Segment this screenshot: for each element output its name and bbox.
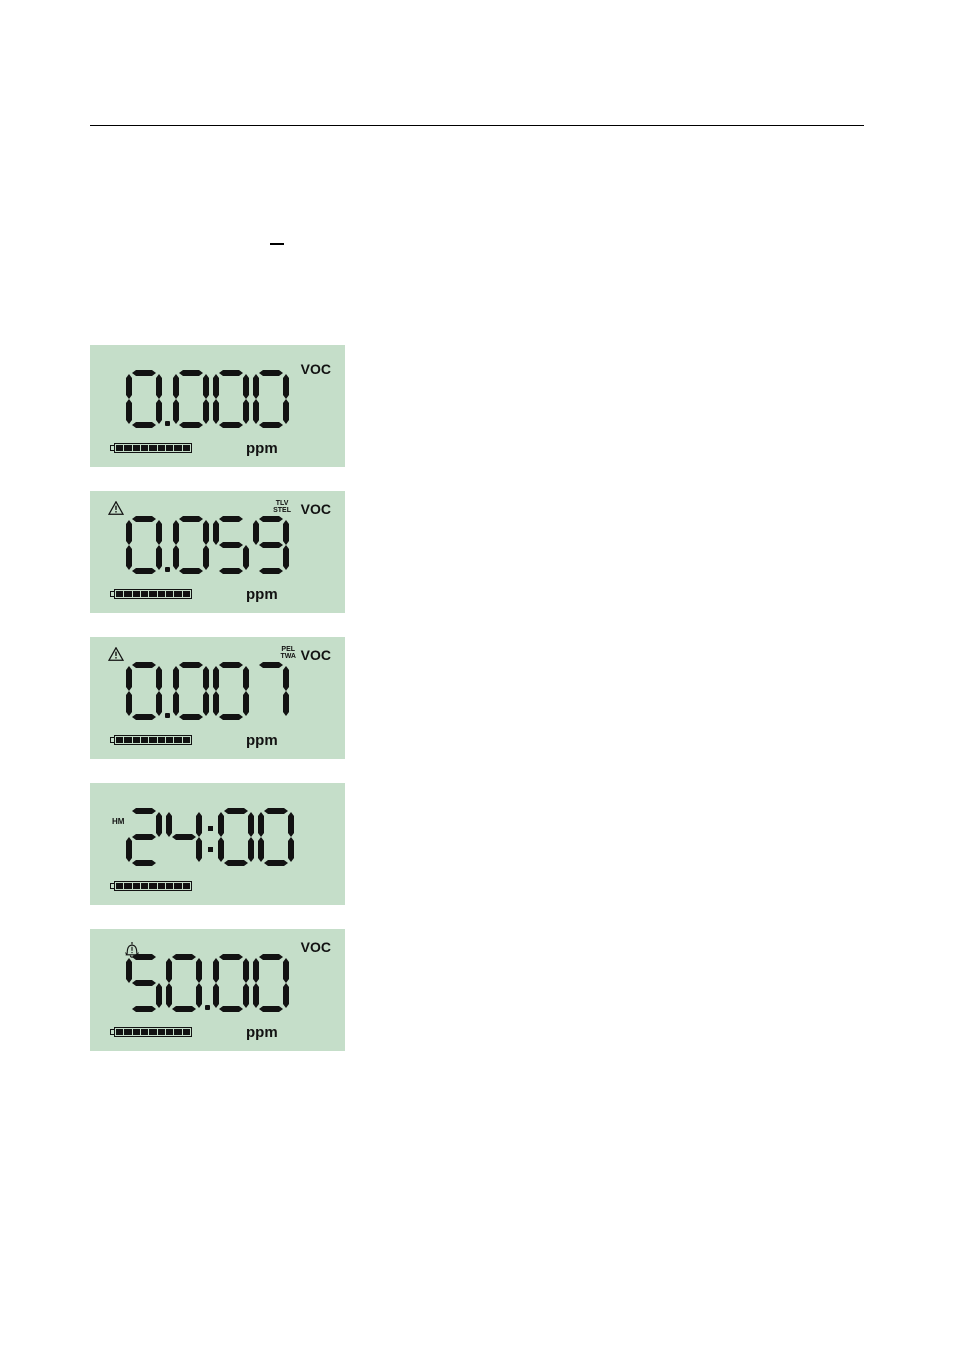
digit-0 [213,370,249,428]
digit-2 [126,808,162,866]
voc-label: VOC [301,361,331,377]
lcd-screen: VOC ppm TLVSTEL [90,491,345,613]
voc-label: VOC [301,501,331,517]
digit-row [124,662,291,720]
decimal-point [165,421,170,426]
pel-line2: TWA [280,653,296,660]
digit-0 [213,954,249,1012]
battery-indicator [110,443,192,453]
dash-mark [270,243,284,245]
digit-0 [173,516,209,574]
decimal-point [165,713,170,718]
battery-indicator [110,881,192,891]
pel-line1: PEL [280,646,296,653]
colon [206,808,214,866]
digit-0 [173,370,209,428]
digit-4 [166,808,202,866]
digit-0 [126,370,162,428]
digit-7 [253,662,289,720]
document-page: VOC ppm VOC ppm TLVSTEL VOC ppm PELTWA HM VOC ppm [0,0,954,1350]
ppm-label: ppm [246,440,278,457]
horizontal-rule [90,125,864,126]
warning-triangle-icon [108,501,124,515]
digit-row [124,954,291,1012]
lcd-screen: VOC ppm [90,345,345,467]
ppm-label: ppm [246,1024,278,1041]
hm-label: HM [112,817,124,826]
pel-twa-label: PELTWA [280,646,296,660]
digit-0 [173,662,209,720]
warning-triangle-icon [108,647,124,661]
lcd-screen-list: VOC ppm VOC ppm TLVSTEL VOC ppm PELTWA HM VOC ppm [90,345,345,1075]
digit-row [124,808,296,866]
digit-row [124,370,291,428]
tlv-stel-label: TLVSTEL [273,500,291,514]
lcd-screen: VOC ppm PELTWA [90,637,345,759]
battery-indicator [110,589,192,599]
tlv-line1: TLV [273,500,291,507]
battery-indicator [110,735,192,745]
digit-0 [166,954,202,1012]
decimal-point [165,567,170,572]
digit-0 [126,662,162,720]
ppm-label: ppm [246,732,278,749]
digit-0 [213,662,249,720]
voc-label: VOC [301,647,331,663]
decimal-point [205,1005,210,1010]
digit-0 [253,954,289,1012]
ppm-label: ppm [246,586,278,603]
digit-9 [253,516,289,574]
digit-0 [126,516,162,574]
lcd-screen: HM [90,783,345,905]
digit-0 [258,808,294,866]
digit-0 [253,370,289,428]
tlv-line2: STEL [273,507,291,514]
battery-indicator [110,1027,192,1037]
voc-label: VOC [301,939,331,955]
digit-0 [218,808,254,866]
digit-5 [126,954,162,1012]
digit-5 [213,516,249,574]
lcd-screen: VOC ppm [90,929,345,1051]
digit-row [124,516,291,574]
